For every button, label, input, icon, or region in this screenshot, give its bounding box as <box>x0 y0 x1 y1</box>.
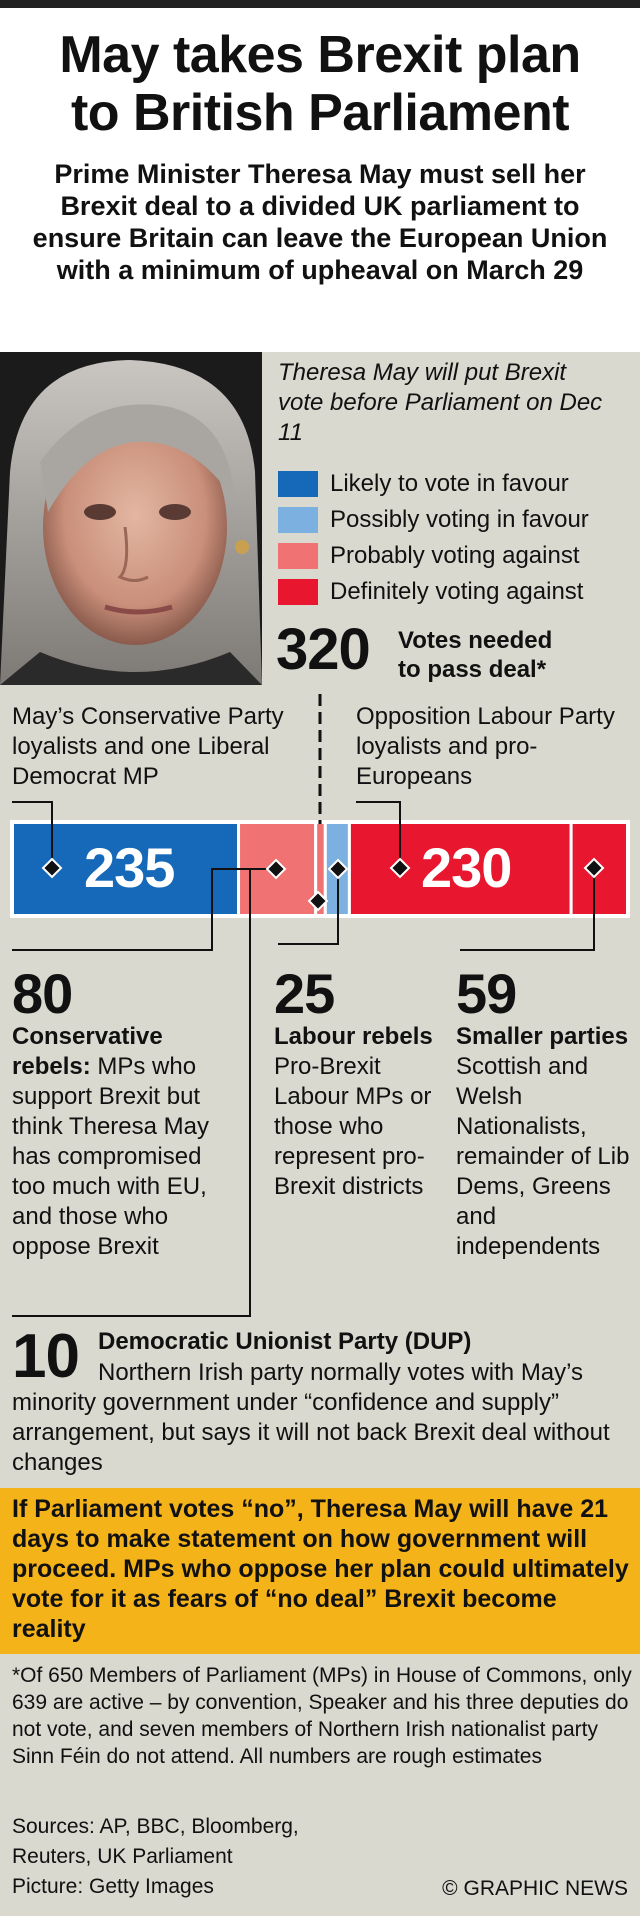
callout-box: If Parliament votes “no”, Theresa May wi… <box>0 1488 640 1654</box>
theresa-may-photo <box>0 352 262 685</box>
bar-segment-10 <box>314 820 327 918</box>
legend: Likely to vote in favour Possibly voting… <box>278 466 589 610</box>
legend-swatch <box>278 507 318 533</box>
marker-10 <box>307 890 329 912</box>
callout-text: If Parliament votes “no”, Theresa May wi… <box>12 1495 629 1643</box>
conservative-loyalists-note: May’s Conservative Party loyalists and o… <box>12 703 284 790</box>
threshold-value: 320 <box>276 617 371 682</box>
top-rule <box>0 0 640 8</box>
marker-80 <box>265 858 287 880</box>
footnote: *Of 650 Members of Parliament (MPs) in H… <box>12 1664 632 1768</box>
group-title: Smaller parties <box>456 1023 629 1050</box>
threshold-label: Votes needed to pass deal* <box>398 626 552 684</box>
marker-59 <box>583 857 605 879</box>
group-title: Conservative rebels: <box>12 1023 163 1080</box>
sources-line-2: Reuters, UK Parliament <box>12 1845 233 1868</box>
group-body: MPs who support Brexit but think Theresa… <box>12 1053 209 1260</box>
legend-item: Possibly voting in favour <box>278 502 589 538</box>
legend-item: Probably voting against <box>278 538 589 574</box>
marker-235 <box>41 857 63 879</box>
group-number-25: 25 <box>274 962 335 1025</box>
legend-swatch <box>278 471 318 497</box>
connector-230 <box>356 801 401 868</box>
group-description-59: Smaller parties Scottish and Welsh Natio… <box>456 1022 634 1262</box>
legend-label: Likely to vote in favour <box>330 470 569 497</box>
headline: May takes Brexit plan to British Parliam… <box>0 26 640 142</box>
group-body: Scottish and Welsh Nationalists, remaind… <box>456 1053 630 1260</box>
standfirst: Prime Minister Theresa May must sell her… <box>32 159 608 285</box>
headline-line-2: to British Parliament <box>70 84 570 142</box>
marker-25 <box>327 858 349 880</box>
group-description-25: Labour rebels Pro-Brexit Labour MPs or t… <box>274 1022 444 1202</box>
dup-title: Democratic Unionist Party (DUP) <box>98 1328 472 1355</box>
sources-line-1: Sources: AP, BBC, Bloomberg, <box>12 1815 299 1838</box>
legend-label: Definitely voting against <box>330 578 584 605</box>
intro-text: Theresa May will put Brexit vote before … <box>278 359 603 446</box>
graphic-news-credit: © GRAPHIC NEWS <box>442 1877 628 1900</box>
labour-loyalists-note: Opposition Labour Party loyalists and pr… <box>356 703 615 790</box>
bar-segment-80 <box>237 820 318 918</box>
header: May takes Brexit plan to British Parliam… <box>0 8 640 352</box>
headline-line-1: May takes Brexit plan <box>59 26 581 84</box>
marker-230 <box>389 857 411 879</box>
legend-label: Probably voting against <box>330 542 580 569</box>
bar-label-235: 235 <box>84 836 175 899</box>
group-description-80: Conservative rebels: MPs who support Bre… <box>12 1022 240 1262</box>
group-number-80: 80 <box>12 962 73 1025</box>
legend-item: Definitely voting against <box>278 574 589 610</box>
bar-segment-25 <box>323 820 351 918</box>
sources: Sources: AP, BBC, Bloomberg, Reuters, UK… <box>12 1812 412 1902</box>
legend-item: Likely to vote in favour <box>278 466 589 502</box>
group-number-59: 59 <box>456 962 517 1025</box>
legend-label: Possibly voting in favour <box>330 506 589 533</box>
connector-235 <box>12 801 53 868</box>
legend-swatch <box>278 579 318 605</box>
legend-swatch <box>278 543 318 569</box>
bar-label-230: 230 <box>421 836 512 899</box>
picture-credit: Picture: Getty Images <box>12 1875 214 1898</box>
group-body: Pro-Brexit Labour MPs or those who repre… <box>274 1053 432 1200</box>
connector-25 <box>278 869 339 945</box>
threshold-label-line-1: Votes needed <box>398 627 553 654</box>
dup-number: 10 <box>12 1322 80 1391</box>
group-title: Labour rebels <box>274 1023 433 1050</box>
dup-description: Northern Irish party normally votes with… <box>12 1359 610 1476</box>
bar-segment-59 <box>569 820 630 918</box>
threshold-label-line-2: to pass deal* <box>398 656 547 683</box>
